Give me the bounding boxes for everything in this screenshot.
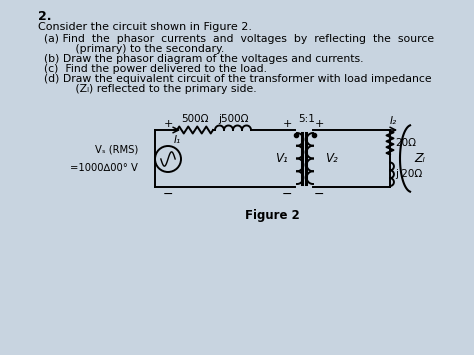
Text: V₂: V₂ bbox=[325, 152, 337, 165]
Text: I₁: I₁ bbox=[173, 135, 181, 145]
Text: Figure 2: Figure 2 bbox=[245, 209, 300, 222]
Text: Consider the circuit shown in Figure 2.: Consider the circuit shown in Figure 2. bbox=[38, 22, 252, 32]
Text: 500Ω: 500Ω bbox=[181, 114, 209, 124]
Text: (primary) to the secondary.: (primary) to the secondary. bbox=[44, 44, 224, 54]
Text: Vₛ (RMS): Vₛ (RMS) bbox=[95, 145, 138, 155]
Text: −: − bbox=[163, 188, 173, 201]
Text: j500Ω: j500Ω bbox=[218, 114, 248, 124]
Text: j 20Ω: j 20Ω bbox=[395, 169, 422, 179]
Text: 5:1: 5:1 bbox=[299, 114, 315, 124]
Text: (d) Draw the equivalent circuit of the transformer with load impedance: (d) Draw the equivalent circuit of the t… bbox=[44, 74, 432, 84]
Text: =1000∆00° V: =1000∆00° V bbox=[70, 163, 138, 173]
Text: (Zₗ) reflected to the primary side.: (Zₗ) reflected to the primary side. bbox=[44, 84, 256, 94]
Text: I₂: I₂ bbox=[390, 116, 397, 126]
Text: 2.: 2. bbox=[38, 10, 52, 23]
Text: V₁: V₁ bbox=[274, 152, 287, 165]
Text: 20Ω: 20Ω bbox=[395, 138, 416, 148]
Text: −: − bbox=[282, 188, 292, 201]
Text: −: − bbox=[314, 188, 324, 201]
Text: (c)  Find the power delivered to the load.: (c) Find the power delivered to the load… bbox=[44, 64, 267, 74]
Text: +: + bbox=[314, 119, 324, 129]
Text: (b) Draw the phasor diagram of the voltages and currents.: (b) Draw the phasor diagram of the volta… bbox=[44, 54, 364, 64]
Text: +: + bbox=[283, 119, 292, 129]
Text: (a) Find  the  phasor  currents  and  voltages  by  reflecting  the  source: (a) Find the phasor currents and voltage… bbox=[44, 34, 434, 44]
Text: Zₗ: Zₗ bbox=[414, 152, 425, 165]
Text: +: + bbox=[164, 119, 173, 129]
